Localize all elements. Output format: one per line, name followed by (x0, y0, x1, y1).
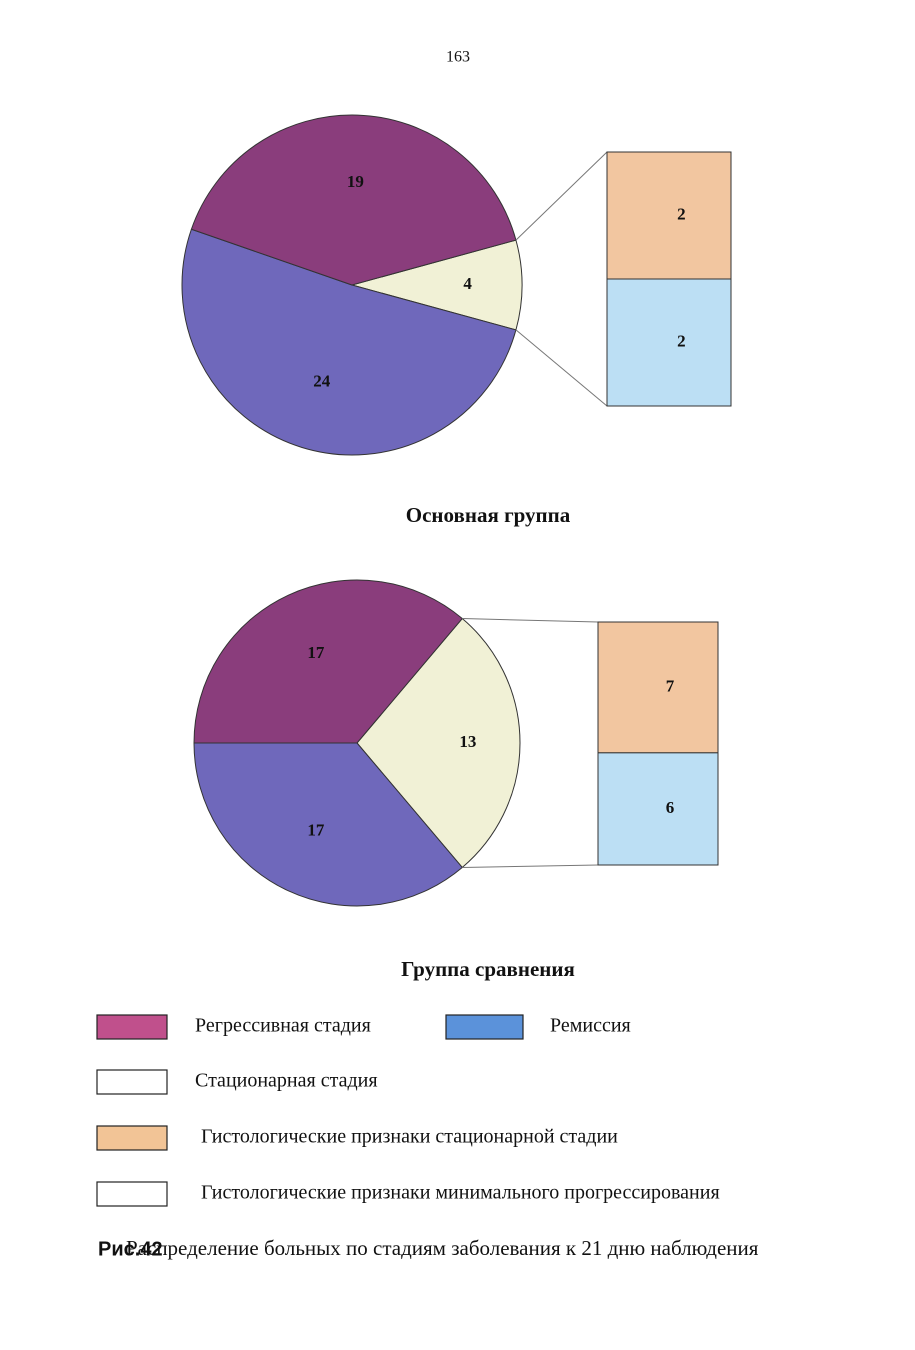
legend-swatch (96, 1069, 168, 1095)
connector (462, 864, 599, 868)
legend-swatch (96, 1125, 168, 1151)
slice-label: 13 (459, 732, 476, 751)
slice-label: 19 (347, 172, 364, 191)
legend-swatch (445, 1014, 524, 1040)
bar-segment (597, 752, 719, 866)
caption-text: Распределение больных по стадиям заболев… (126, 1236, 759, 1260)
connector (515, 151, 608, 241)
bar-segment (597, 621, 719, 754)
chart-title: Группа сравнения (401, 957, 575, 981)
bar-label: 7 (666, 676, 675, 695)
chart-title: Основная группа (406, 503, 571, 527)
pie-slice (350, 239, 523, 331)
slice-label: 4 (463, 274, 472, 293)
legend-swatch (96, 1014, 168, 1040)
pie-slice (190, 114, 517, 286)
connector (462, 618, 599, 623)
bar-segment (606, 151, 732, 280)
bar-label: 6 (666, 798, 675, 817)
bar-segment (606, 278, 732, 407)
pie-slice (193, 742, 463, 907)
legend-label: Ремиссия (550, 1015, 631, 1037)
legend-label: Стационарная стадия (195, 1070, 378, 1092)
slice-label: 17 (307, 821, 325, 840)
slice-label: 17 (307, 643, 325, 662)
page-number: 163 (446, 49, 470, 66)
bar-label: 2 (677, 204, 686, 223)
legend-label: Регрессивная стадия (195, 1015, 371, 1037)
legend-label: Гистологические признаки стационарной ст… (201, 1126, 618, 1148)
pie-slice (181, 228, 517, 456)
bar-label: 2 (677, 331, 686, 350)
connector (515, 329, 608, 407)
legend-label: Гистологические признаки минимального пр… (201, 1182, 720, 1204)
pie-slice (356, 617, 521, 869)
legend-swatch (96, 1181, 168, 1207)
slice-label: 24 (313, 371, 331, 390)
caption-label: Рис.42 (98, 1238, 163, 1260)
pie-slice (193, 579, 463, 744)
